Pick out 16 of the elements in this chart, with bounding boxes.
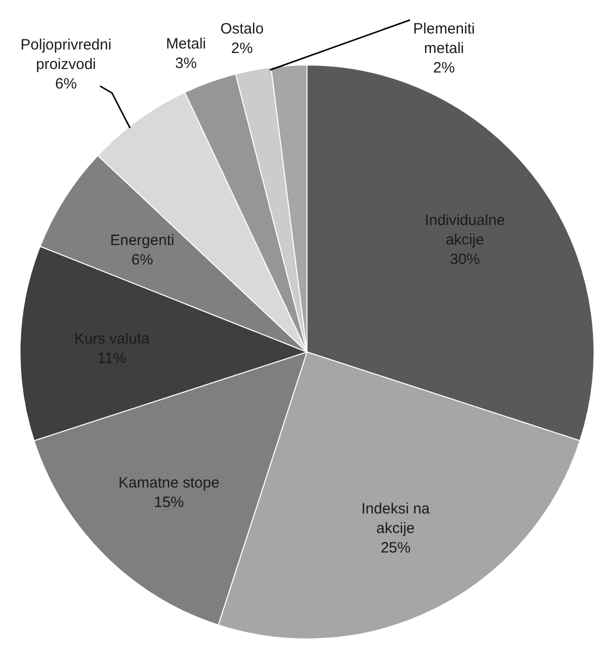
data-label: 15%	[154, 494, 184, 511]
data-label: 3%	[175, 55, 197, 72]
slice-label: Individualne akcije	[424, 212, 505, 248]
slice-label: Energenti	[110, 232, 174, 249]
data-label: 6%	[131, 251, 154, 268]
data-label: 2%	[433, 60, 455, 76]
data-label: 2%	[231, 40, 253, 57]
data-label: 6%	[55, 76, 77, 92]
data-label: 25%	[380, 539, 411, 556]
slice-label: Indeksi na akcije	[361, 500, 430, 537]
slice-label: Plemeniti metali	[413, 20, 475, 57]
slice-label: Kamatne stope	[118, 474, 220, 492]
slice-label: Ostalo	[220, 20, 264, 38]
data-label: 30%	[450, 250, 480, 268]
slice-label: Poljoprivredni proizvodi	[20, 36, 112, 73]
slice-label: Metali	[166, 36, 206, 52]
